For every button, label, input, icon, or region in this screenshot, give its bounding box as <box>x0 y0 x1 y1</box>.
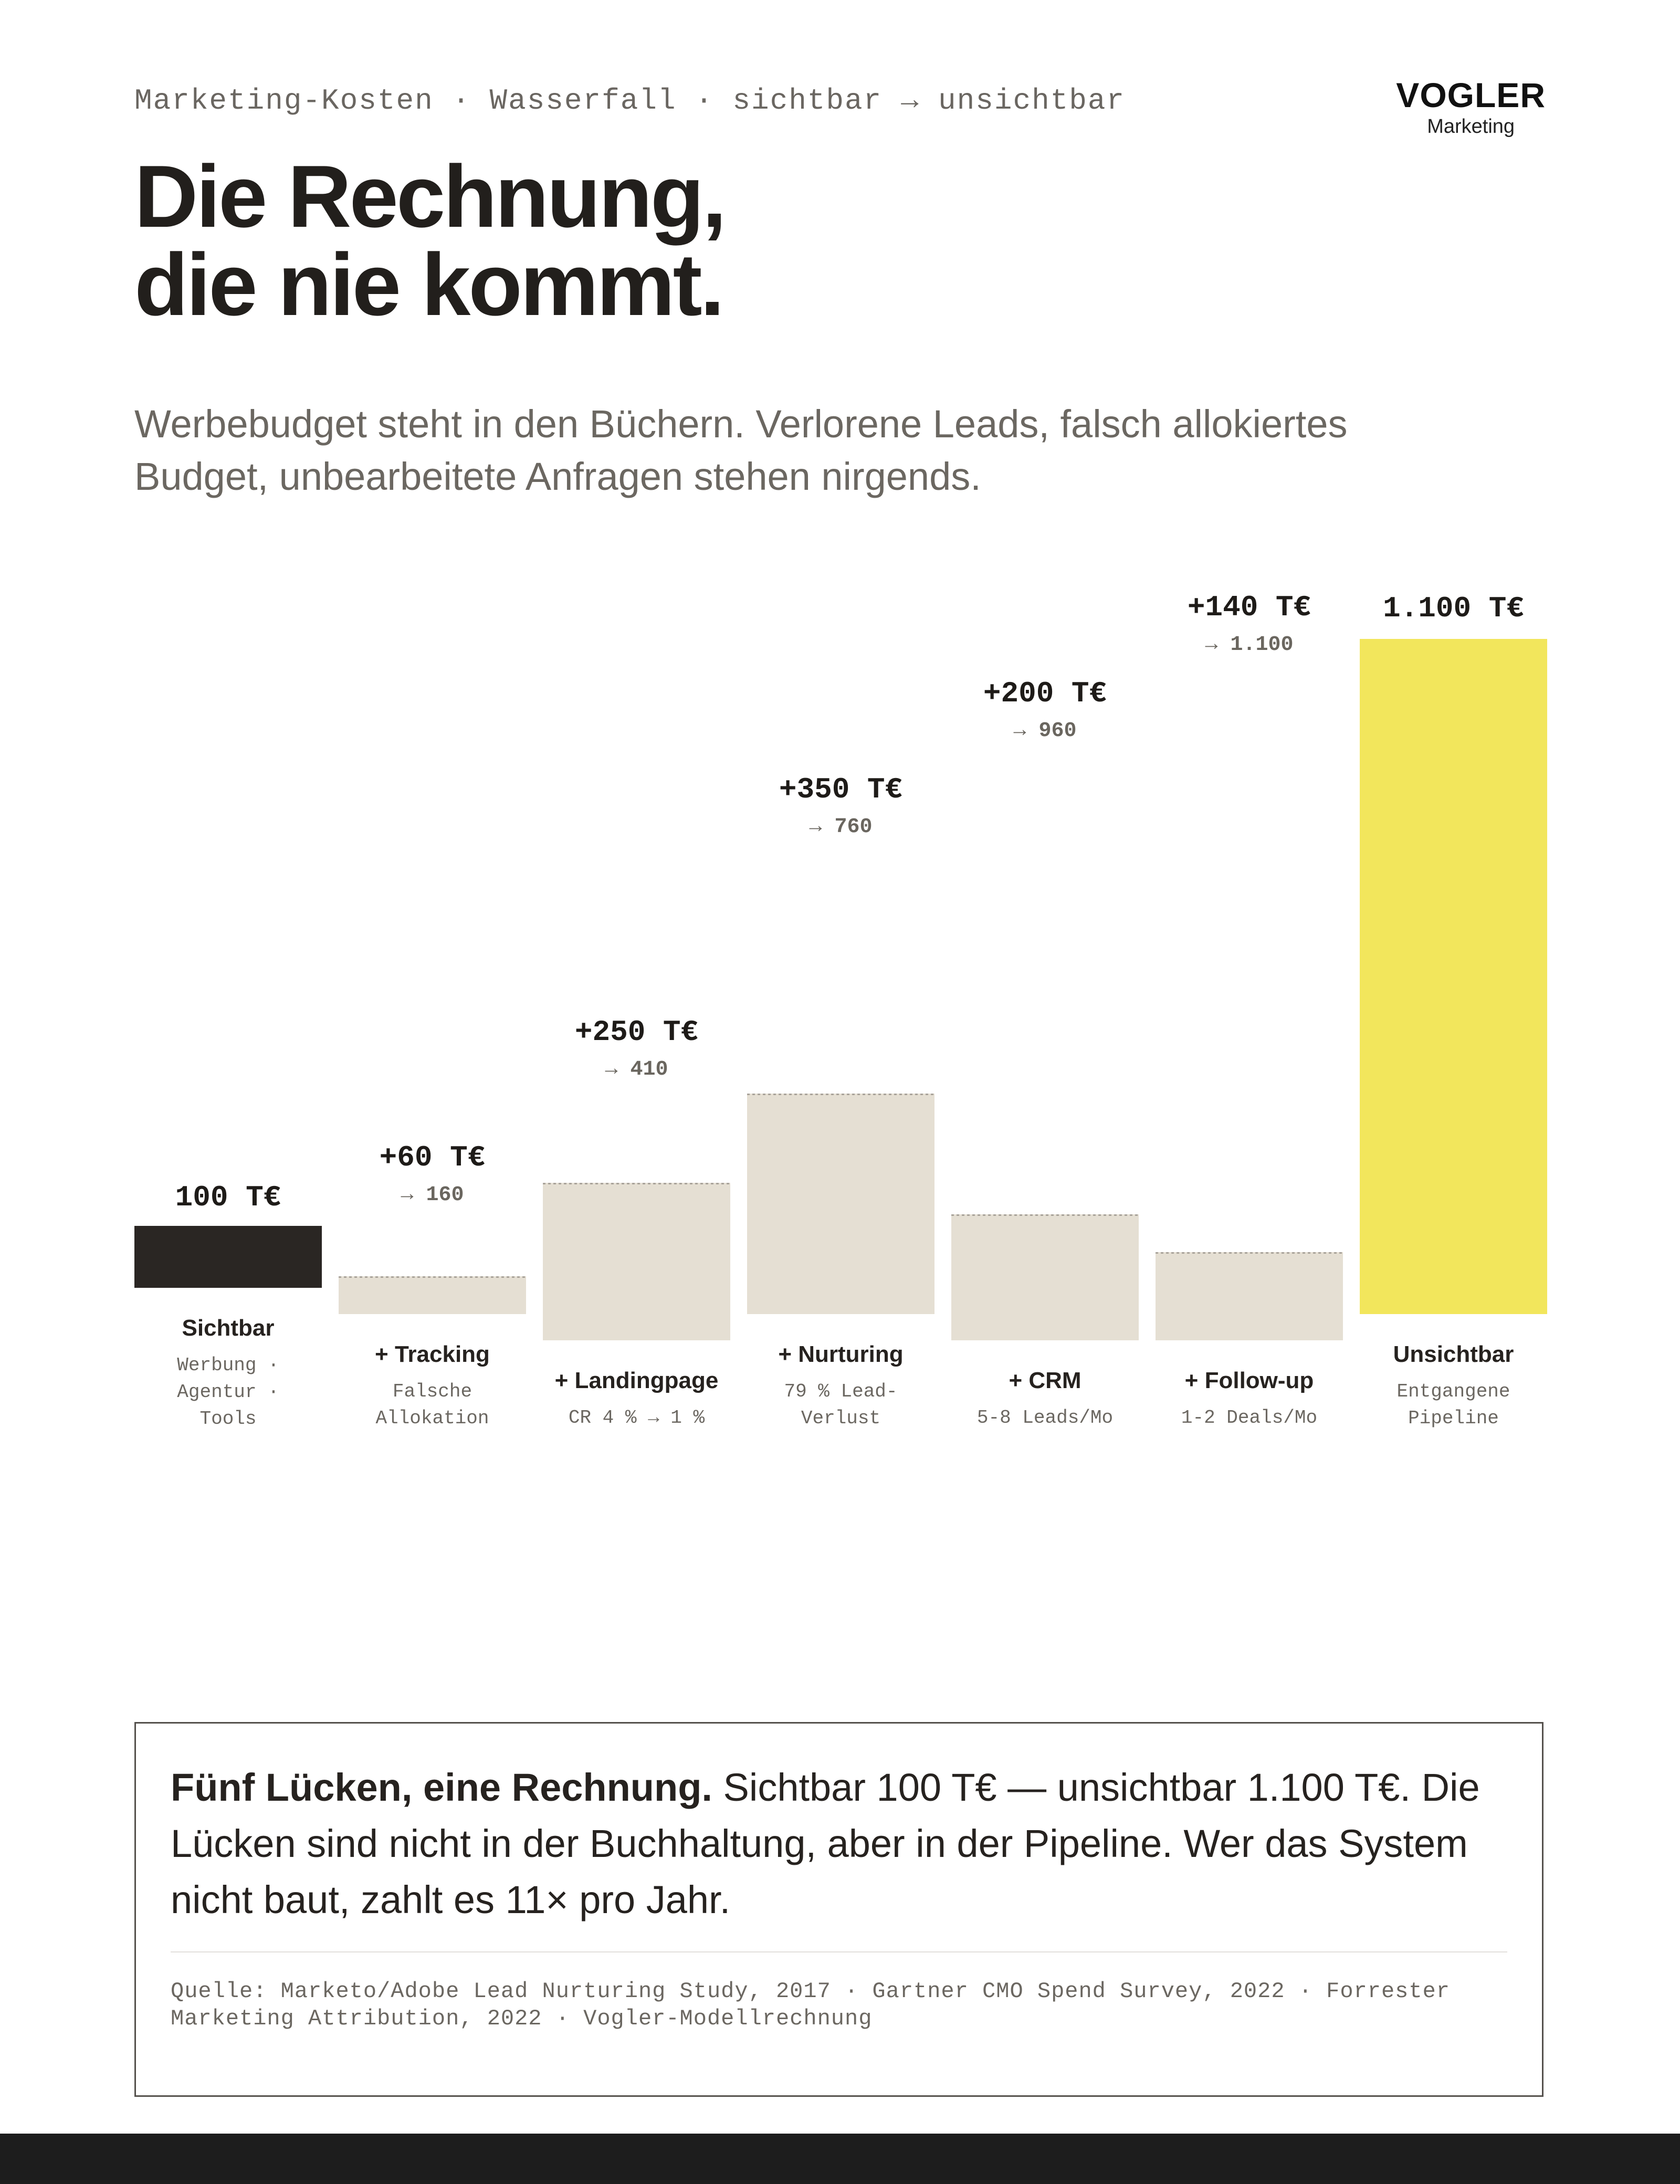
value-label-1: 100 T€ <box>175 1181 281 1214</box>
subtitle-line-2: Budget, unbearbeitete Anfragen stehen ni… <box>134 455 981 498</box>
category-label-7: Unsichtbar <box>1393 1341 1514 1367</box>
category-sub-4-1: 79 % Lead- <box>784 1381 897 1402</box>
bar-2 <box>339 1276 526 1314</box>
category-sub-2-1: Falsche <box>393 1381 472 1402</box>
title-line-2: die nie kommt. <box>134 235 724 334</box>
subtitle-line-1: Werbebudget steht in den Büchern. Verlor… <box>134 402 1348 446</box>
category-sub-7-2: Pipeline <box>1408 1408 1499 1429</box>
callout-text: Fünf Lücken, eine Rechnung. Sichtbar 100… <box>171 1759 1515 1928</box>
running-label-3: → 410 <box>605 1058 668 1082</box>
footer-bar <box>0 2134 1680 2184</box>
category-sub-1-2: Agentur · <box>177 1381 279 1403</box>
category-label-3: + Landingpage <box>555 1368 719 1393</box>
value-label-4: +350 T€ <box>779 773 902 806</box>
category-sub-5-1: 5-8 Leads/Mo <box>977 1407 1113 1429</box>
brand-subtitle: Marketing <box>1427 116 1515 138</box>
category-label-5: + CRM <box>1009 1368 1081 1393</box>
running-label-4: → 760 <box>809 815 872 839</box>
bar-7 <box>1360 639 1547 1314</box>
category-sub-4-2: Verlust <box>801 1408 880 1429</box>
category-sub-7-1: Entgangene <box>1396 1381 1510 1402</box>
callout-bold: Fünf Lücken, eine Rechnung. <box>171 1766 712 1809</box>
running-label-5: → 960 <box>1013 719 1076 743</box>
running-label-2: → 160 <box>401 1183 464 1207</box>
page-title: Die Rechnung, die nie kommt. <box>134 147 727 334</box>
bar-3 <box>543 1183 730 1340</box>
callout-divider <box>171 1951 1507 1952</box>
bar-4 <box>747 1094 934 1314</box>
bar-5 <box>951 1214 1139 1340</box>
callout-source: Quelle: Marketo/Adobe Lead Nurturing Stu… <box>171 1979 1450 2031</box>
category-label-6: + Follow-up <box>1185 1368 1314 1393</box>
category-label-2: + Tracking <box>375 1341 490 1367</box>
category-sub-3-1: CR 4 % → 1 % <box>569 1407 705 1429</box>
bar-6 <box>1156 1252 1343 1340</box>
callout-body: Sichtbar 100 T€ — unsichtbar 1.100 T€. D… <box>171 1766 1480 1922</box>
brand-name: VOGLER <box>1396 76 1546 114</box>
summary-callout: Fünf Lücken, eine Rechnung. Sichtbar 100… <box>134 1722 1544 2097</box>
title-line-1: Die Rechnung, <box>134 147 727 246</box>
category-sub-1-1: Werbung · <box>177 1354 279 1376</box>
page-subtitle: Werbebudget steht in den Büchern. Verlor… <box>134 398 1520 503</box>
category-sub-1-3: Tools <box>200 1408 256 1430</box>
value-label-7: 1.100 T€ <box>1383 592 1524 625</box>
value-label-5: +200 T€ <box>983 677 1107 710</box>
category-label-1: Sichtbar <box>182 1315 274 1341</box>
value-label-6: +140 T€ <box>1188 591 1311 624</box>
chart-kicker: Marketing-Kosten · Wasserfall · sichtbar… <box>134 84 1126 118</box>
category-label-4: + Nurturing <box>778 1341 903 1367</box>
category-sub-6-1: 1-2 Deals/Mo <box>1181 1407 1317 1429</box>
bar-1 <box>134 1226 322 1288</box>
category-sub-2-2: Allokation <box>375 1408 489 1429</box>
running-label-6: → 1.100 <box>1205 633 1293 657</box>
value-label-2: +60 T€ <box>380 1141 486 1174</box>
brand-logo: VOGLER Marketing <box>1396 78 1546 136</box>
value-label-3: +250 T€ <box>575 1015 698 1049</box>
waterfall-chart: 100 T€ Sichtbar Werbung · Agentur · Tools +60… <box>134 591 1547 1430</box>
